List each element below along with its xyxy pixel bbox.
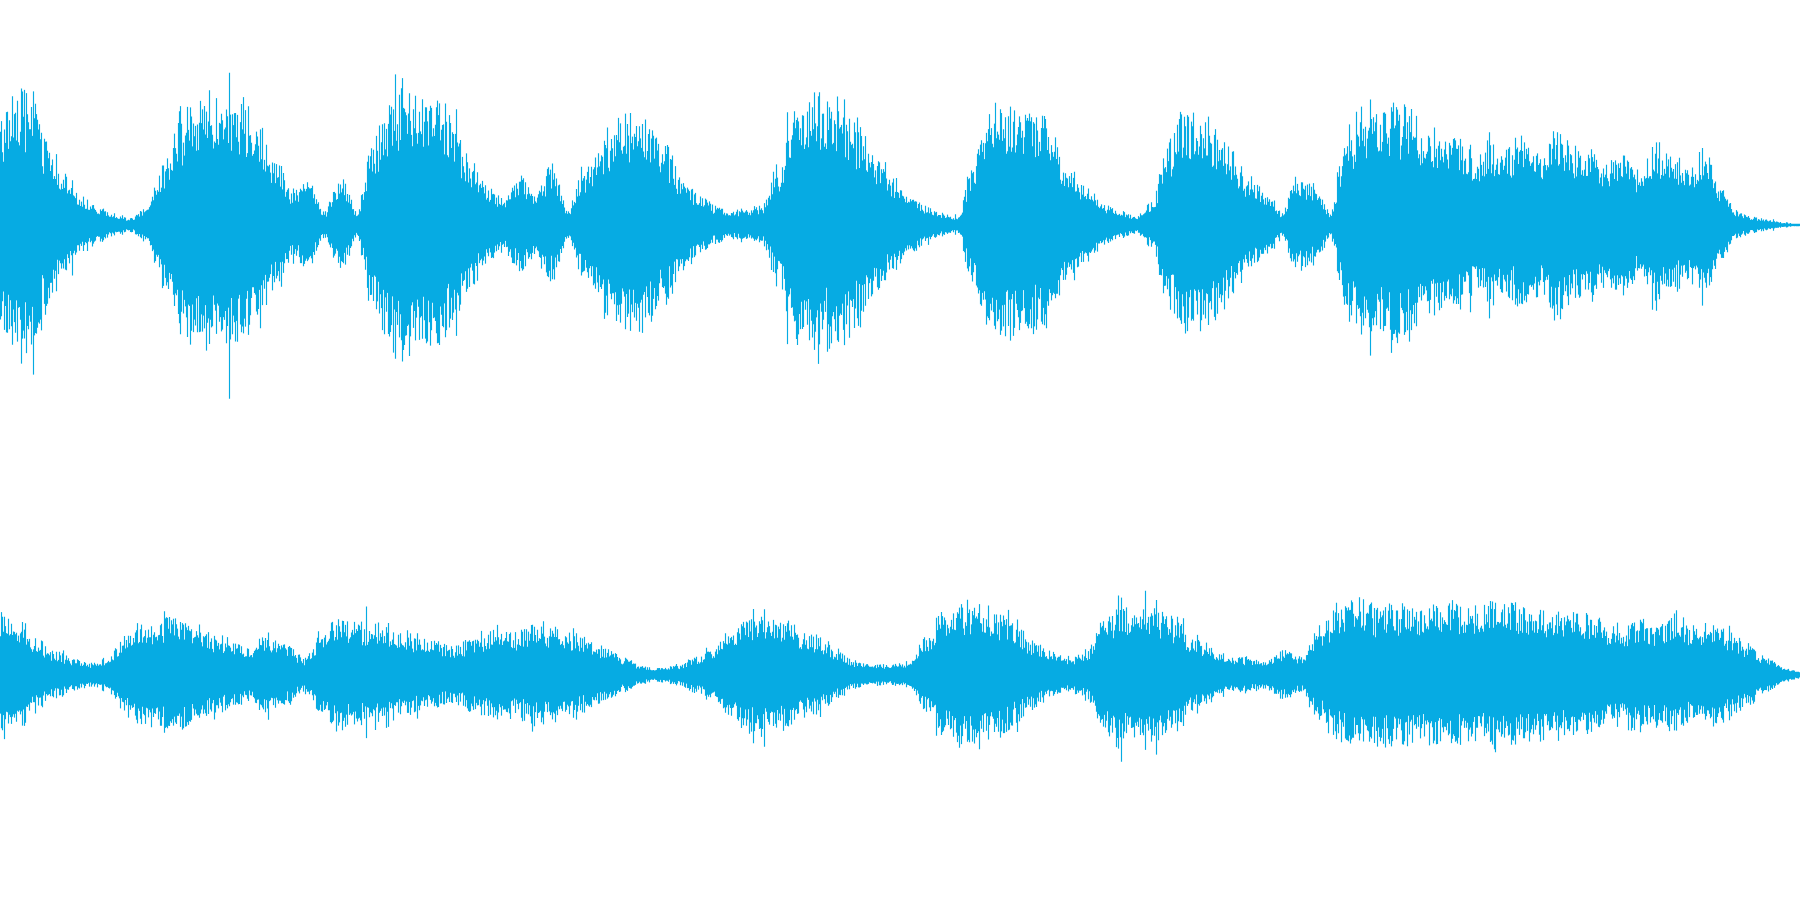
channel-1-waveform xyxy=(0,72,1800,399)
channel-2-waveform xyxy=(0,590,1800,762)
